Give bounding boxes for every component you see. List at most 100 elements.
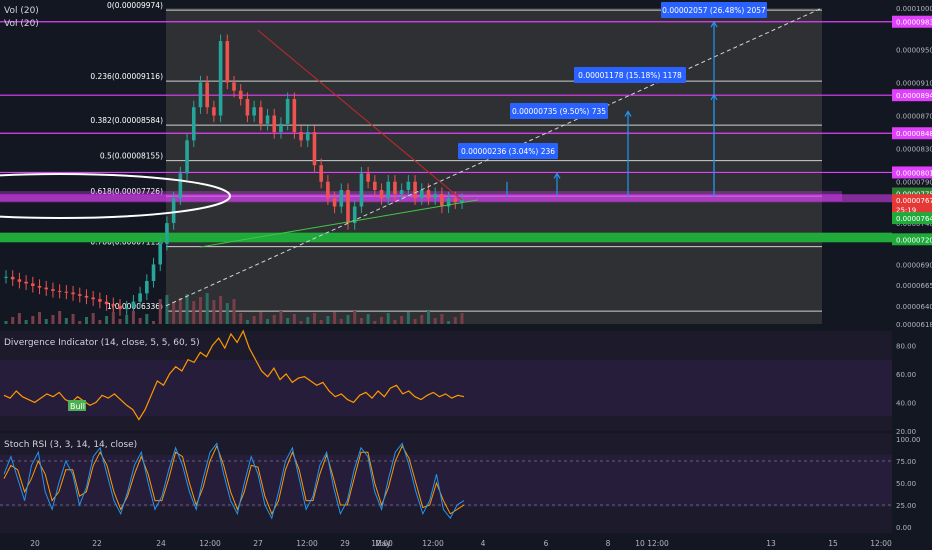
volume-bar — [373, 321, 377, 324]
candle-body — [292, 98, 297, 133]
bull-signal — [68, 400, 86, 411]
candle-body — [426, 189, 431, 199]
candle-body — [332, 198, 337, 207]
vol-label-1: Vol (20) — [4, 6, 39, 16]
price-badge — [892, 89, 932, 102]
time-tick: 12:00 — [647, 539, 669, 548]
volume-bar — [118, 319, 122, 324]
volume-bar — [51, 315, 55, 324]
candle-body — [218, 41, 223, 116]
candle-body — [238, 90, 243, 99]
candle-body — [138, 293, 142, 302]
stoch-band — [0, 455, 892, 507]
time-tick: 20 — [30, 539, 40, 548]
price-badge-label: 0.00008486 — [896, 130, 932, 138]
volume-bar — [447, 321, 451, 324]
candle-body — [191, 107, 196, 141]
divergence-tick: 20.00 — [896, 428, 916, 436]
volume-bar — [105, 316, 109, 324]
candle-body — [259, 107, 263, 124]
volume-bar — [145, 314, 149, 324]
target-box[interactable] — [574, 67, 686, 83]
volume-bar — [219, 296, 223, 324]
candle-body — [232, 82, 236, 91]
candle-body — [10, 276, 15, 280]
volume-bar — [64, 318, 68, 324]
volume-bar — [440, 314, 444, 324]
candle-body — [17, 279, 22, 282]
candle-body — [198, 82, 203, 108]
time-tick: 12:00 — [870, 539, 892, 548]
target-markers[interactable]: 0.00000236 (3.04%) 236 0.00000735 (9.50%)… — [458, 2, 767, 197]
volume-bar — [11, 317, 15, 324]
target-box[interactable] — [510, 103, 608, 119]
target-arrowhead — [710, 20, 718, 28]
highlight-ellipse — [0, 173, 231, 219]
vol-label-2: Vol (20) — [4, 19, 39, 29]
candle-body — [245, 98, 250, 116]
stoch-k-line — [3, 442, 465, 520]
bull-signal-label: Bull — [70, 402, 85, 411]
volume-bar — [406, 312, 410, 324]
candle-body — [419, 189, 424, 199]
candle-body — [440, 194, 444, 207]
price-badge — [892, 194, 932, 207]
candle-body — [37, 285, 42, 288]
target-label: 0.00002057 (26.48%) 2057 — [662, 6, 766, 15]
volume-bar — [38, 312, 42, 324]
volume-bar — [460, 313, 464, 324]
volume-bar — [58, 311, 62, 324]
volume-bar — [420, 315, 424, 324]
horizontal-lines — [0, 21, 892, 243]
candle-body — [104, 301, 109, 305]
volume-bar — [339, 319, 343, 324]
stoch-tick: 75.00 — [896, 458, 916, 466]
volume-bar — [346, 315, 350, 324]
candle-body — [131, 301, 136, 308]
candle-body — [118, 305, 122, 310]
price-badge — [892, 166, 932, 179]
stoch-layer — [0, 442, 892, 520]
volume-bar — [198, 297, 202, 324]
target-label: 0.00001178 (15.18%) 1178 — [578, 71, 682, 80]
time-tick: 6 — [544, 539, 549, 548]
candle-body — [124, 307, 129, 310]
price-badge-label: 0.00007204 — [896, 236, 932, 244]
target-box[interactable] — [458, 143, 558, 159]
target-box[interactable] — [661, 2, 767, 18]
time-tick: 13 — [766, 539, 776, 548]
fib-zone — [166, 8, 822, 324]
volume-bar — [319, 320, 323, 324]
support-band — [0, 237, 892, 243]
candle-body — [272, 115, 277, 133]
volume-bar — [17, 313, 21, 324]
candle-body — [185, 140, 189, 174]
volume-bar — [178, 298, 182, 324]
descending-trendline — [257, 29, 463, 201]
volume-bar — [212, 300, 216, 324]
price-badge-label: 0.00007677 — [896, 197, 932, 205]
candle-body — [386, 181, 391, 199]
volume-bar — [426, 311, 430, 324]
time-tick: 29 — [340, 539, 350, 548]
fib-label: 0.618(0.00007726) — [90, 187, 163, 196]
volume-bar — [24, 320, 28, 324]
volume-bar — [400, 316, 404, 324]
candle-body — [225, 41, 230, 83]
volume-bar — [225, 303, 229, 324]
volume-bar — [366, 314, 370, 324]
candle-body — [399, 189, 404, 195]
candle-body — [312, 132, 317, 166]
volume-bar — [232, 299, 236, 324]
volume-bar — [272, 315, 276, 324]
volume-bar — [91, 313, 95, 324]
